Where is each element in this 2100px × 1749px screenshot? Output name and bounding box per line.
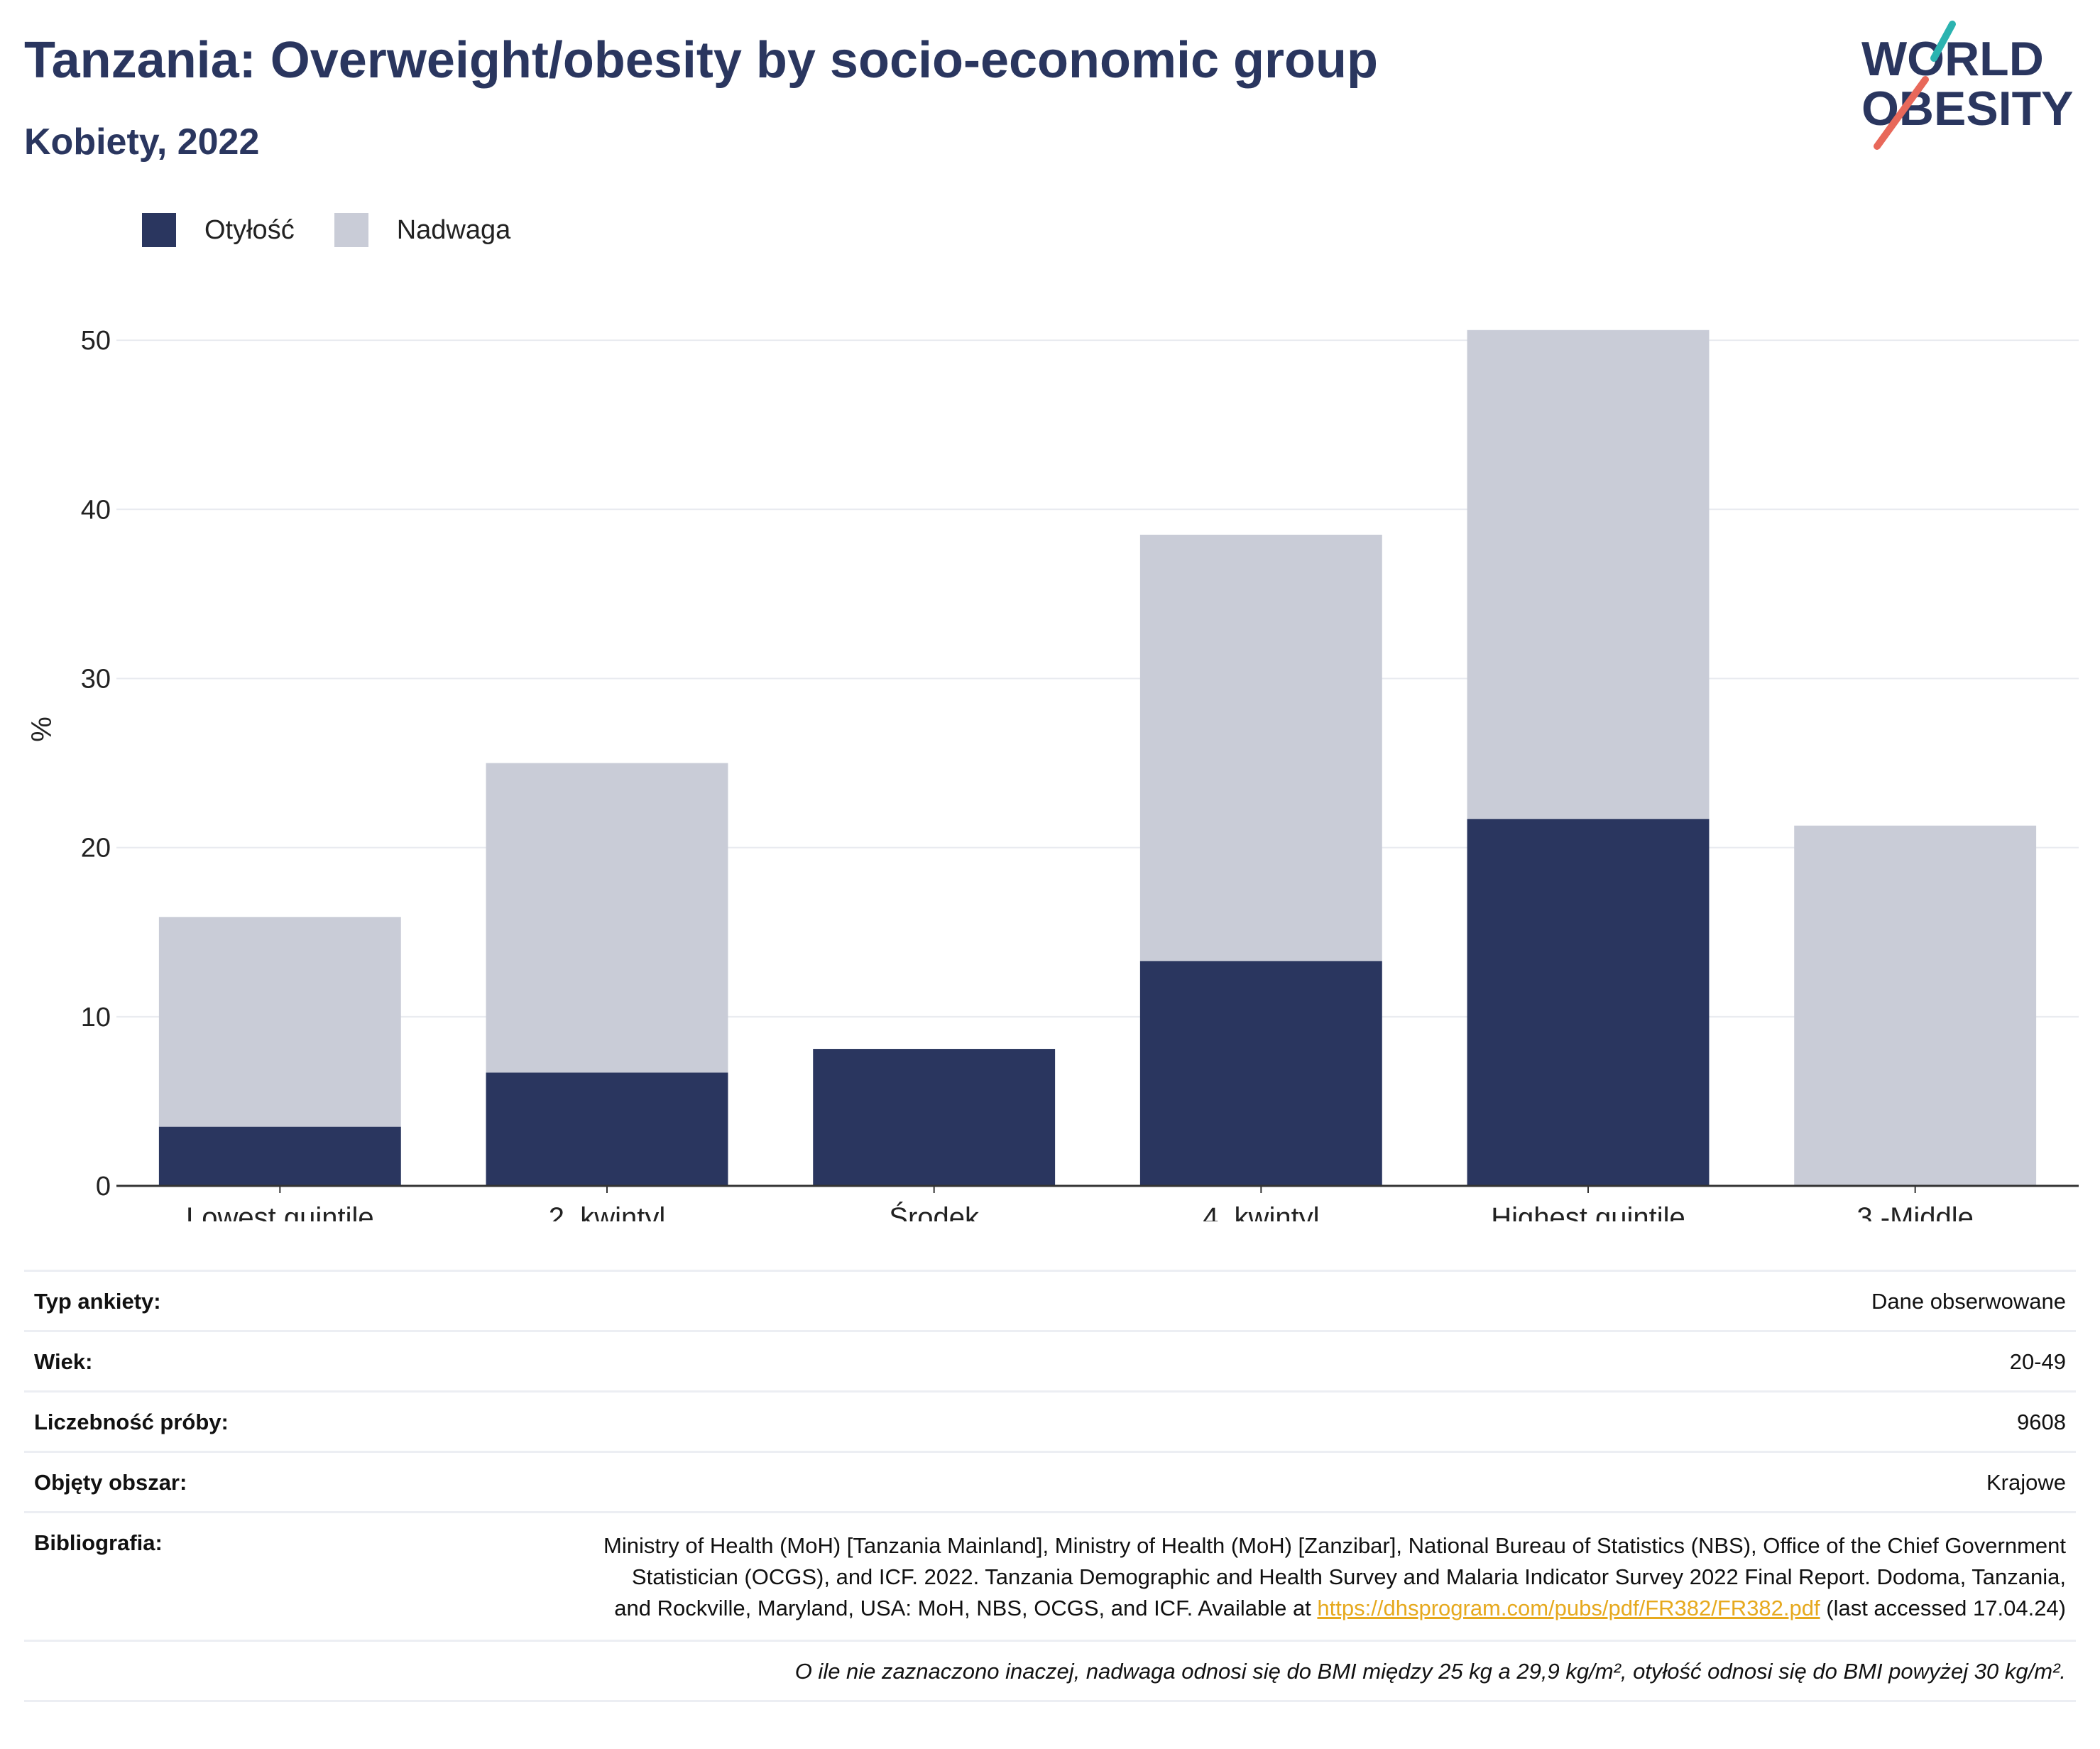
y-tick-label: 40 <box>81 495 111 525</box>
legend-swatch-overweight <box>334 213 368 247</box>
y-axis-label: % <box>26 717 58 742</box>
x-tick-label: 3 -Middle <box>1856 1202 1974 1221</box>
bar-overweight <box>1139 535 1382 961</box>
info-value: 20-49 <box>2009 1349 2066 1374</box>
info-label: Bibliografia: <box>34 1530 163 1555</box>
info-row-bibliography: Bibliografia: Ministry of Health (MoH) [… <box>24 1511 2076 1640</box>
y-tick-label: 20 <box>81 834 111 863</box>
info-label: Liczebność próby: <box>34 1410 229 1434</box>
y-tick-label: 0 <box>96 1172 111 1202</box>
x-tick-label: Highest quintile <box>1491 1202 1685 1221</box>
bibliography-text: Ministry of Health (MoH) [Tanzania Mainl… <box>603 1530 2066 1624</box>
logo-line-2: OBESITY <box>1861 82 2074 136</box>
logo-slash-coral <box>1874 76 1929 150</box>
info-label: Objęty obszar: <box>34 1470 187 1495</box>
info-row-age: Wiek: 20-49 <box>24 1330 2076 1390</box>
info-label: Typ ankiety: <box>34 1289 161 1314</box>
bar-obesity <box>158 1126 401 1186</box>
y-tick-label: 50 <box>81 326 111 356</box>
y-tick-label: 10 <box>81 1003 111 1032</box>
bibliography-suffix: (last accessed 17.04.24) <box>1826 1596 2066 1620</box>
y-tick-label: 30 <box>81 664 111 694</box>
bar-overweight <box>1467 329 1710 819</box>
chart-legend: Otyłość Nadwaga <box>142 212 550 249</box>
info-value: 9608 <box>2017 1410 2066 1434</box>
legend-label-obesity: Otyłość <box>204 214 295 245</box>
legend-label-overweight: Nadwaga <box>396 214 511 245</box>
legend-item-overweight[interactable]: Nadwaga <box>334 213 511 247</box>
info-table: Typ ankiety: Dane obserwowane Wiek: 20-4… <box>24 1270 2076 1702</box>
bar-obesity <box>1139 961 1382 1186</box>
legend-swatch-obesity <box>142 213 176 247</box>
page-subtitle: Kobiety, 2022 <box>24 121 260 163</box>
x-tick-label: Lowest quintile <box>186 1202 374 1221</box>
bmi-note: O ile nie zaznaczono inaczej, nadwaga od… <box>794 1659 2066 1684</box>
bar-overweight <box>1794 825 2037 1186</box>
bibliography-body: Ministry of Health (MoH) [Tanzania Mainl… <box>603 1533 2066 1620</box>
info-value: Krajowe <box>1986 1470 2066 1495</box>
info-row-sample-size: Liczebność próby: 9608 <box>24 1390 2076 1451</box>
x-tick-label: 4. kwintyl <box>1203 1202 1320 1221</box>
logo-line-1: WORLD <box>1861 32 2044 86</box>
bar-overweight <box>486 763 728 1073</box>
bar-obesity <box>486 1072 728 1186</box>
page-title: Tanzania: Overweight/obesity by socio-ec… <box>24 32 1378 89</box>
x-tick-label: Środek <box>889 1201 980 1221</box>
info-label: Wiek: <box>34 1349 93 1374</box>
info-value: Dane obserwowane <box>1871 1289 2066 1314</box>
bar-obesity <box>1467 819 1710 1186</box>
legend-item-obesity[interactable]: Otyłość <box>142 213 295 247</box>
bar-chart: 0 10 20 30 40 50% Lowest quintile 2. kwintyl Śro… <box>26 326 2079 1221</box>
logo-slash-teal <box>1930 21 1956 62</box>
bar-overweight <box>158 917 401 1127</box>
info-row-survey-type: Typ ankiety: Dane obserwowane <box>24 1270 2076 1330</box>
info-row-note: O ile nie zaznaczono inaczej, nadwaga od… <box>24 1640 2076 1702</box>
bar-obesity <box>813 1049 1056 1186</box>
x-tick-label: 2. kwintyl <box>549 1202 666 1221</box>
bibliography-link[interactable]: https://dhsprogram.com/pubs/pdf/FR382/FR… <box>1317 1596 1820 1620</box>
info-row-area: Objęty obszar: Krajowe <box>24 1451 2076 1511</box>
world-obesity-logo: WORLD OBESITY <box>1861 21 2074 150</box>
